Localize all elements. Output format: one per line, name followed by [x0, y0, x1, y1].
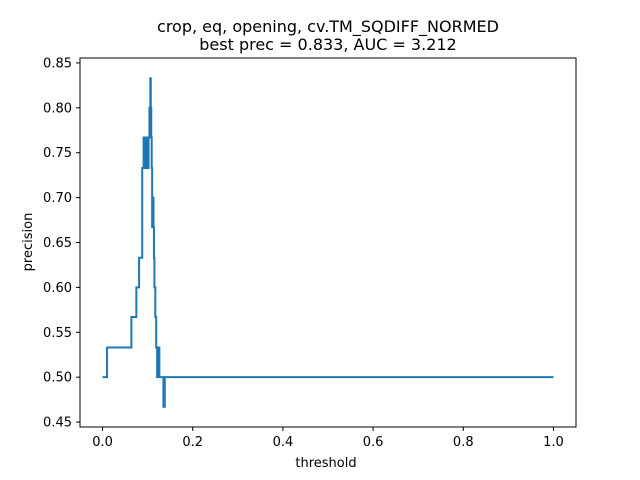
chart-title-line1: crop, eq, opening, cv.TM_SQDIFF_NORMED — [157, 17, 499, 37]
x-tick-label: 0.6 — [363, 435, 384, 450]
y-tick-label: 0.55 — [43, 326, 72, 341]
y-tick-label: 0.60 — [43, 281, 72, 296]
y-axis-label: precision — [21, 213, 36, 272]
y-tick-label: 0.70 — [43, 191, 72, 206]
x-tick-label: 1.0 — [543, 435, 564, 450]
x-tick-label: 0.4 — [273, 435, 294, 450]
y-tick-label: 0.80 — [43, 101, 72, 116]
y-tick-label: 0.50 — [43, 371, 72, 386]
x-tick-label: 0.0 — [92, 435, 113, 450]
y-tick-label: 0.75 — [43, 146, 72, 161]
x-tick-label: 0.8 — [453, 435, 474, 450]
series-layer — [102, 77, 554, 408]
chart-title-line2: best prec = 0.833, AUC = 3.212 — [199, 35, 456, 54]
y-tick-label: 0.85 — [43, 56, 72, 71]
y-tick-label: 0.45 — [43, 416, 72, 431]
plot-area — [79, 57, 577, 428]
precision-series-line — [102, 77, 554, 408]
x-tick-label: 0.2 — [182, 435, 203, 450]
y-tick-label: 0.65 — [43, 236, 72, 251]
x-axis-label: threshold — [295, 456, 356, 471]
y-axis: 0.45 0.50 0.55 0.60 0.65 0.70 0.75 0.80 0.85 — [43, 56, 80, 431]
x-axis: 0.0 0.2 0.4 0.6 0.8 1.0 — [92, 427, 564, 450]
